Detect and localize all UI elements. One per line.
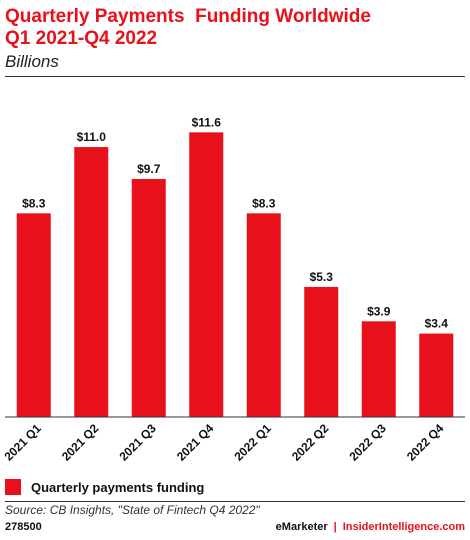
- legend-label: Quarterly payments funding: [31, 479, 205, 495]
- bar: [189, 132, 224, 417]
- data-label: $8.3: [22, 196, 46, 210]
- legend: Quarterly payments funding: [5, 479, 204, 495]
- bar: [419, 333, 454, 417]
- chart-subtitle: Billions: [5, 52, 59, 71]
- source-note: Source: CB Insights, "State of Fintech Q…: [5, 503, 260, 517]
- data-label: $9.7: [137, 162, 161, 176]
- data-label: $3.4: [425, 317, 449, 331]
- data-label: $11.6: [192, 115, 222, 129]
- bar: [361, 321, 396, 417]
- chart-title-line-2: Q1 2021-Q4 2022: [5, 28, 158, 49]
- title-divider: [5, 76, 465, 77]
- data-label: $8.3: [252, 196, 276, 210]
- bar: [304, 286, 339, 417]
- x-tick-label: 2021 Q4: [174, 421, 217, 464]
- bar: [74, 147, 109, 418]
- data-label: $3.9: [367, 304, 391, 318]
- x-tick-label: 2022 Q4: [404, 421, 447, 464]
- source-divider: [5, 501, 465, 502]
- brand-emarketer: eMarketer: [275, 521, 328, 533]
- x-tick-label: 2022 Q3: [346, 421, 389, 464]
- bar-chart: $8.3 2021 Q1 $11.0 2021 Q2 $9.7 2021 Q3 $11.6 2…: [1, 115, 465, 464]
- x-tick-label: 2022 Q2: [289, 421, 332, 464]
- brand-insider-intelligence: InsiderIntelligence.com: [342, 521, 465, 533]
- data-label: $5.3: [310, 270, 334, 284]
- legend-swatch: [5, 479, 21, 495]
- x-tick-label: 2022 Q1: [231, 421, 274, 464]
- bar: [246, 213, 281, 417]
- brand-separator: |: [333, 521, 337, 533]
- x-tick-label: 2021 Q1: [1, 421, 44, 464]
- bar: [16, 213, 51, 417]
- x-tick-label: 2021 Q3: [116, 421, 159, 464]
- x-tick-label: 2021 Q2: [59, 421, 102, 464]
- bar: [131, 178, 166, 417]
- chart-title: Quarterly Payments Funding Worldwide Q1 …: [5, 6, 465, 50]
- chart-id: 278500: [5, 521, 42, 533]
- chart-title-line-1: Quarterly Payments Funding Worldwide: [5, 6, 371, 27]
- brand: eMarketer | InsiderIntelligence.com: [276, 521, 465, 533]
- data-label: $11.0: [77, 130, 107, 144]
